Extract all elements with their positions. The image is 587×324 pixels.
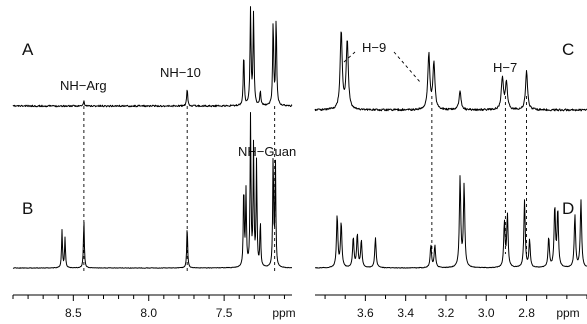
peak-label-nh-10: NH−10 xyxy=(160,65,201,80)
spectra xyxy=(12,6,587,269)
x-axis-label-1: ppm xyxy=(556,306,579,320)
tick-label: 3.0 xyxy=(478,306,495,320)
panel-label-a: A xyxy=(22,40,34,59)
spectrum-b xyxy=(12,112,292,269)
panel-label-c: C xyxy=(562,40,574,59)
peak-label-h-7: H−7 xyxy=(493,60,517,75)
peak-label-nh-guan: NH−Guan xyxy=(238,144,296,159)
spectrum-d xyxy=(315,175,587,269)
peak-label-nh-arg: NH−Arg xyxy=(60,78,107,93)
h9-leader-right xyxy=(393,51,421,83)
tick-label: 3.6 xyxy=(357,306,374,320)
tick-label: 3.4 xyxy=(397,306,414,320)
peak-label-h-9: H−9 xyxy=(362,40,386,55)
guide-lines xyxy=(83,96,528,272)
tick-label: 8.0 xyxy=(140,306,157,320)
h9-leader-left xyxy=(343,51,356,63)
x-axis-label-0: ppm xyxy=(272,306,295,320)
tick-label: 3.2 xyxy=(438,306,455,320)
tick-label: 2.8 xyxy=(518,306,535,320)
axes: 8.5 8.0 7.5 ppm 3.6 3.4 3.2 3.0 2.8 ppm xyxy=(12,294,587,320)
spectrum-c xyxy=(314,31,587,112)
spectrum-a xyxy=(12,6,293,108)
tick-label: 7.5 xyxy=(216,306,233,320)
panel-label-b: B xyxy=(22,199,33,218)
panel-label-d: D xyxy=(562,199,574,218)
tick-label: 8.5 xyxy=(65,306,82,320)
